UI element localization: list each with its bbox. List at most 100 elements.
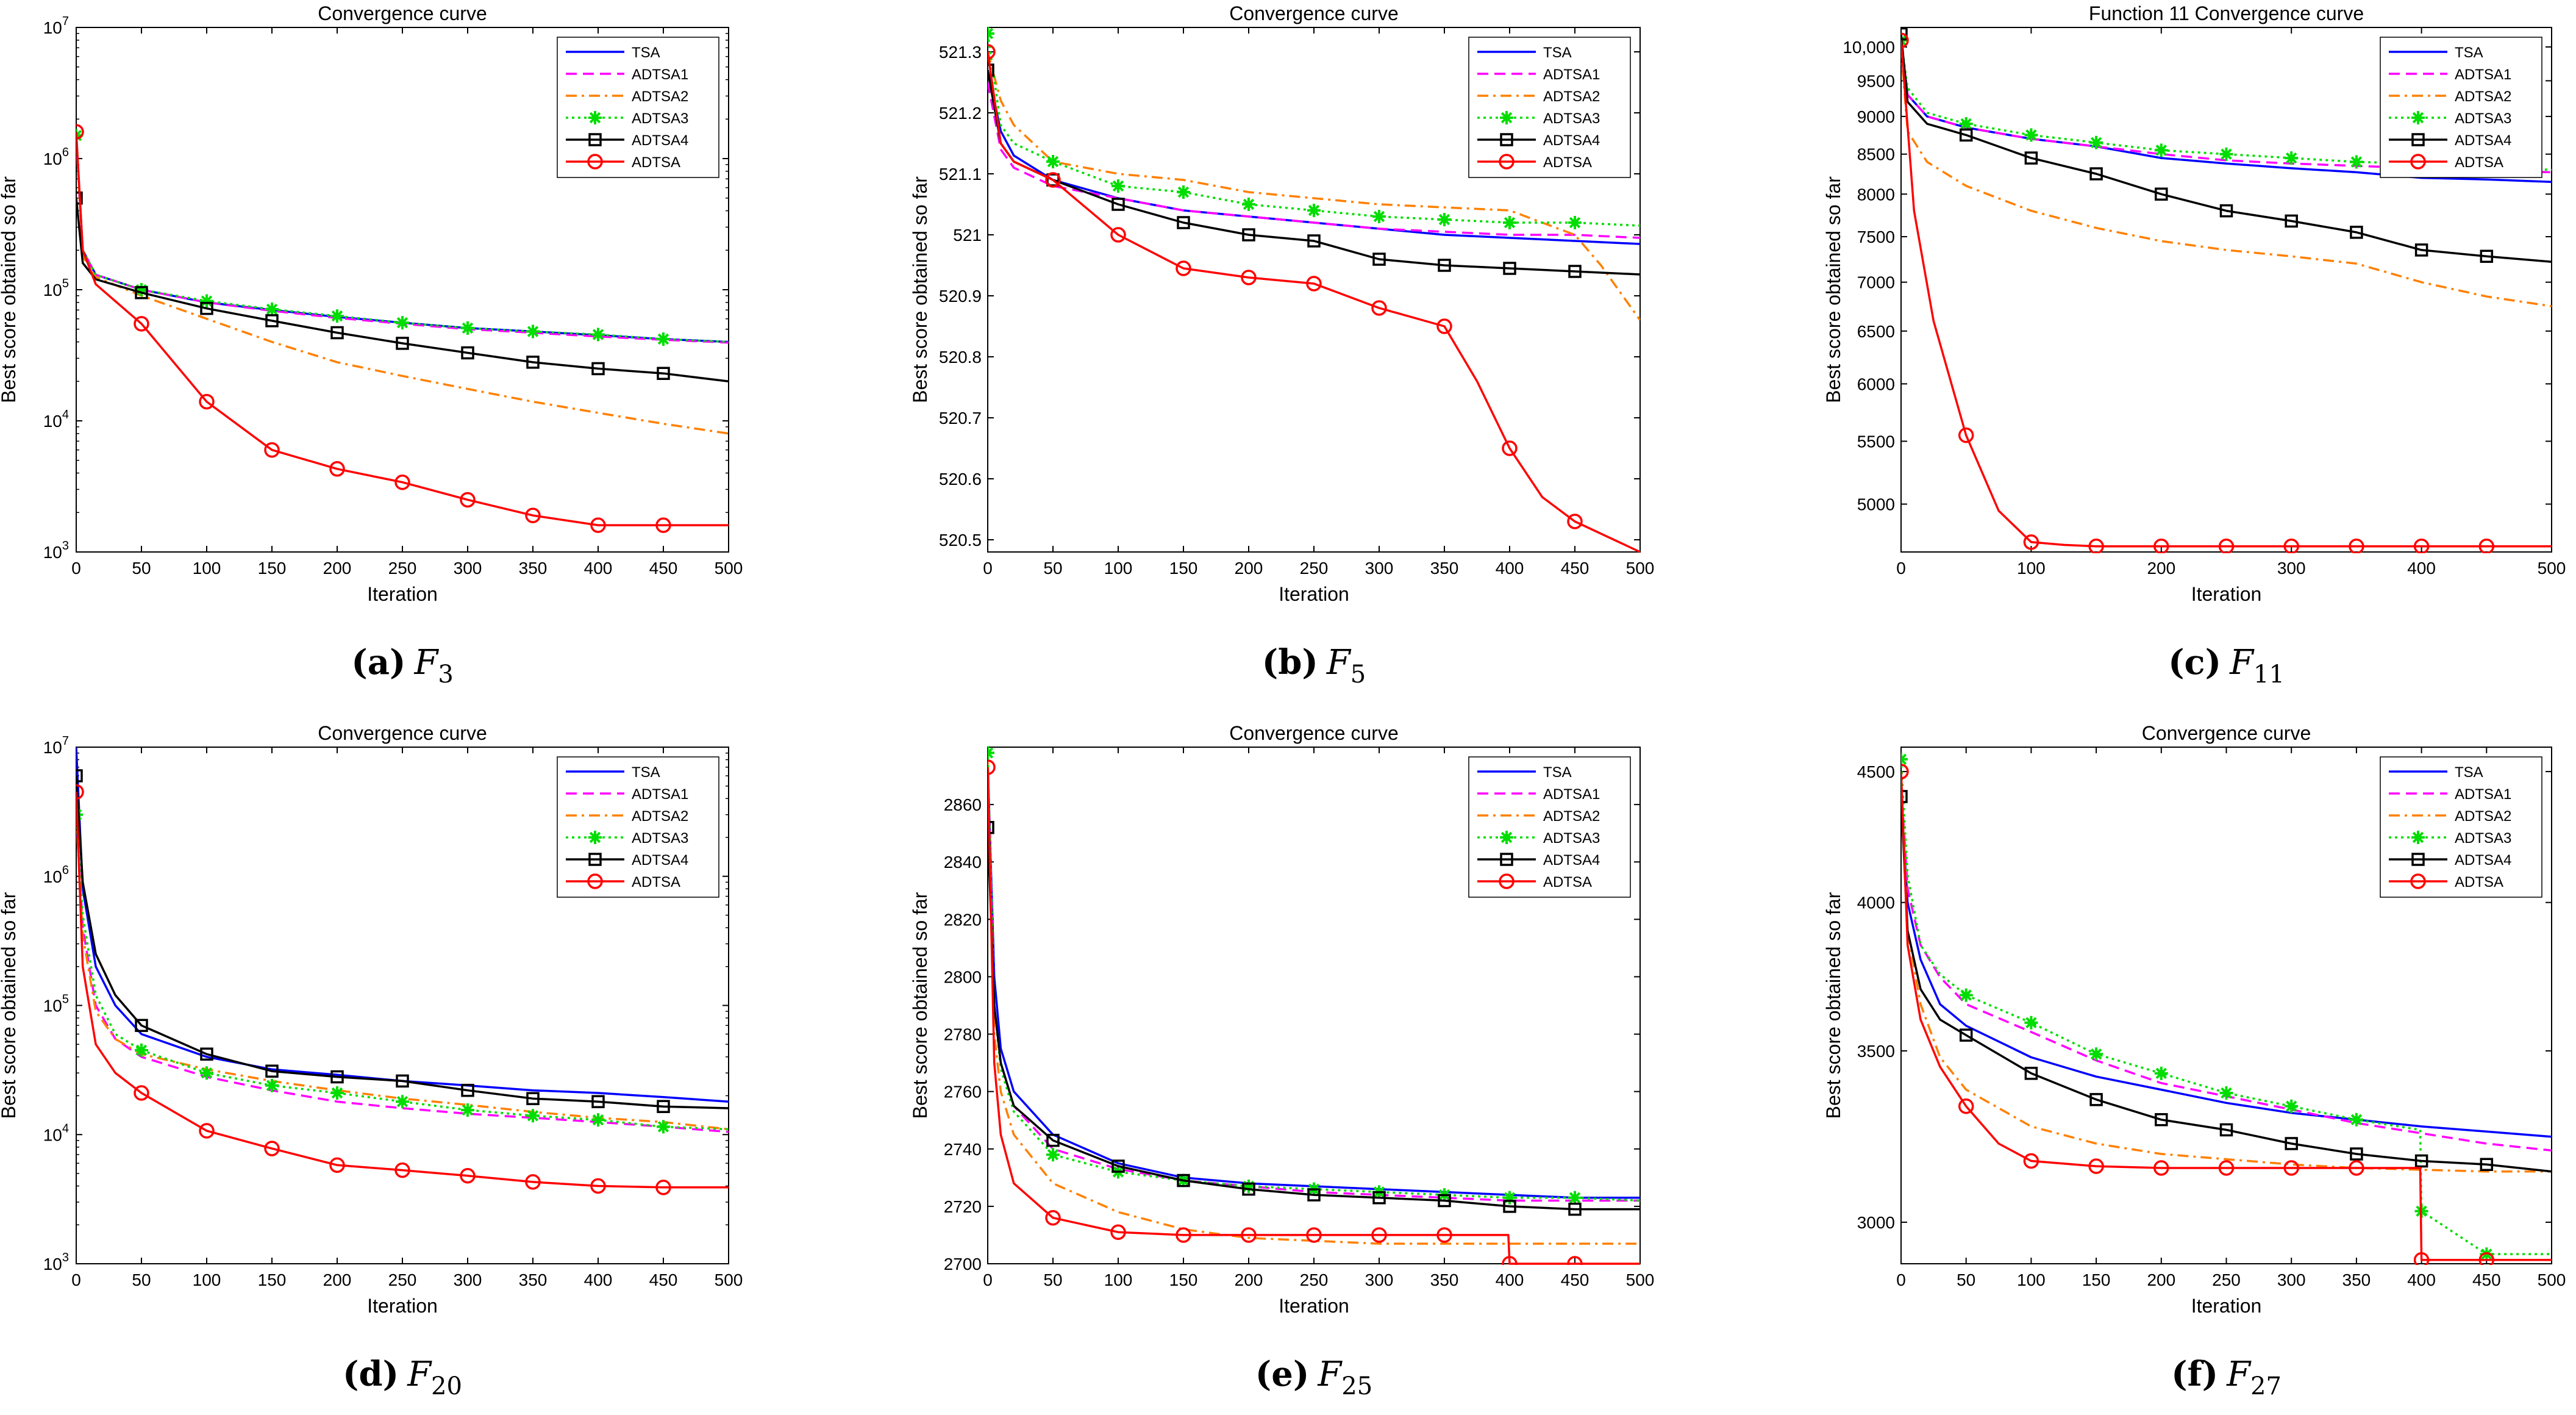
- series-marker-ADTSA: [264, 442, 280, 458]
- x-tick-label: 250: [388, 1270, 417, 1289]
- series-marker-ADTSA: [2218, 538, 2235, 553]
- legend-entry: ADTSA: [2455, 874, 2503, 890]
- series-marker-ADTSA4: [135, 286, 148, 299]
- series-marker-ADTSA: [394, 1162, 410, 1178]
- x-tick-label: 400: [1496, 559, 1524, 578]
- series-marker-ADTSA: [2153, 538, 2169, 553]
- y-tick-label: 107: [43, 734, 69, 757]
- series-marker-ADTSA4: [1242, 228, 1255, 242]
- x-tick-label: 350: [519, 1270, 548, 1289]
- x-tick-label: 0: [1896, 559, 1906, 578]
- series-marker-ADTSA: [1306, 276, 1322, 292]
- x-axis-label: Iteration: [367, 1295, 438, 1317]
- legend-entry: ADTSA4: [1543, 132, 1600, 149]
- legend-entry: ADTSA2: [1543, 88, 1600, 105]
- series-marker-ADTSA3: [1568, 216, 1582, 229]
- legend-entry: TSA: [2455, 45, 2483, 61]
- series-marker-ADTSA3: [657, 1120, 670, 1134]
- x-axis-label: Iteration: [2191, 1295, 2262, 1317]
- y-tick-label: 3500: [1857, 1042, 1895, 1061]
- series-marker-ADTSA4: [657, 367, 670, 380]
- series-marker-ADTSA3: [1307, 204, 1321, 217]
- series-marker-ADTSA3: [2024, 1016, 2038, 1030]
- legend-entry: ADTSA2: [2455, 88, 2511, 105]
- series-marker-ADTSA4: [330, 326, 344, 340]
- series-marker-ADTSA: [1241, 270, 1257, 285]
- series-marker-ADTSA: [2413, 1252, 2430, 1265]
- y-tick-label: 3000: [1857, 1213, 1895, 1232]
- series-marker-ADTSA: [1176, 260, 1191, 276]
- series-marker-ADTSA: [1958, 1098, 1974, 1114]
- series-marker-ADTSA: [1371, 300, 1387, 316]
- x-tick-label: 500: [2538, 559, 2566, 578]
- x-tick-label: 450: [649, 559, 678, 578]
- series-line-ADTSA3: [988, 753, 1640, 1202]
- x-tick-label: 100: [193, 559, 221, 578]
- series-marker-ADTSA4: [591, 362, 605, 376]
- y-tick-label: 9000: [1857, 107, 1895, 126]
- series-marker-ADTSA4: [2219, 204, 2233, 218]
- series-marker-ADTSA: [2478, 1252, 2495, 1265]
- series-marker-ADTSA: [1306, 1227, 1322, 1243]
- series-group: [988, 27, 1640, 553]
- y-tick-label: 8000: [1857, 185, 1895, 204]
- x-tick-label: 300: [1365, 559, 1394, 578]
- series-marker-ADTSA: [2023, 1153, 2039, 1169]
- legend-marker-ADTSA3: [2411, 111, 2425, 124]
- x-tick-label: 50: [132, 559, 151, 578]
- y-tick-label: 520.9: [939, 287, 982, 306]
- series-marker-ADTSA4: [200, 1047, 213, 1061]
- x-tick-label: 200: [323, 1270, 352, 1289]
- x-tick-label: 50: [1957, 1270, 1975, 1289]
- legend-entry: ADTSA: [632, 154, 680, 171]
- x-tick-label: 400: [2407, 559, 2436, 578]
- series-marker-ADTSA3: [330, 309, 344, 323]
- series-line-ADTSA: [1901, 40, 2552, 548]
- series-marker-ADTSA4: [2414, 243, 2428, 257]
- legend-marker-ADTSA: [1499, 873, 1515, 889]
- series-marker-ADTSA3: [2154, 143, 2168, 157]
- legend-box: [2380, 37, 2542, 178]
- legend-entry: ADTSA2: [632, 88, 688, 105]
- legend-entry: TSA: [632, 45, 660, 61]
- legend-marker-ADTSA4: [1500, 133, 1513, 146]
- series-marker-ADTSA: [1901, 764, 1909, 779]
- series-marker-ADTSA: [2023, 534, 2039, 550]
- x-tick-label: 450: [2472, 1270, 2501, 1289]
- x-tick-label: 250: [2212, 1270, 2241, 1289]
- y-tick-label: 521.3: [939, 43, 982, 62]
- series-marker-ADTSA: [525, 507, 541, 523]
- x-tick-label: 150: [258, 559, 287, 578]
- series-marker-ADTSA3: [526, 324, 540, 339]
- series-marker-ADTSA: [329, 461, 345, 477]
- series-line-ADTSA: [76, 132, 729, 526]
- series-marker-ADTSA: [2413, 538, 2430, 553]
- legend-entry: ADTSA: [2455, 154, 2503, 171]
- legend-entry: ADTSA: [1543, 154, 1592, 171]
- series-marker-ADTSA3: [1503, 216, 1516, 229]
- series-line-TSA: [76, 747, 729, 1103]
- series-marker-ADTSA3: [200, 294, 213, 308]
- series-marker-ADTSA3: [2024, 128, 2038, 142]
- series-marker-ADTSA4: [396, 337, 409, 350]
- x-tick-label: 500: [715, 559, 743, 578]
- series-marker-ADTSA3: [1111, 179, 1125, 193]
- y-tick-label: 9500: [1857, 71, 1895, 90]
- chart-title: Convergence curve: [318, 722, 487, 744]
- x-tick-label: 150: [258, 1270, 287, 1289]
- series-marker-ADTSA4: [2024, 151, 2038, 165]
- chart-panel-1: Convergence curve 0 50 100 150 200 250 300 350 40…: [909, 2, 1654, 689]
- series-marker-ADTSA3: [1503, 1191, 1516, 1205]
- series-marker-ADTSA4: [1503, 1200, 1516, 1213]
- series-marker-ADTSA4: [1111, 1159, 1125, 1173]
- subfigure-caption: (f) F27: [2171, 1354, 2282, 1400]
- legend-entry: ADTSA: [632, 874, 680, 890]
- legend: TSA ADTSA1 ADTSA2 ADTSA3 ADTSA4 ADTSA: [2380, 37, 2542, 178]
- legend-marker-ADTSA: [587, 873, 603, 889]
- y-tick-label: 7500: [1857, 227, 1895, 246]
- series-marker-ADTSA: [76, 124, 84, 140]
- series-marker-ADTSA3: [1046, 155, 1060, 168]
- y-axis-label: Best score obtained so far: [909, 892, 931, 1119]
- series-marker-ADTSA: [655, 517, 671, 533]
- x-tick-label: 200: [2147, 1270, 2175, 1289]
